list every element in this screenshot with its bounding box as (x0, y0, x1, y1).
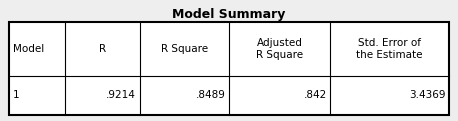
Text: Model: Model (13, 44, 44, 54)
Bar (9, 22, 449, 115)
Text: .8489: .8489 (196, 90, 225, 100)
Text: Adjusted
R Square: Adjusted R Square (256, 38, 303, 60)
Text: 1: 1 (13, 90, 19, 100)
Text: .842: .842 (304, 90, 327, 100)
Text: .9214: .9214 (106, 90, 136, 100)
Text: Model Summary: Model Summary (172, 8, 286, 21)
Text: R: R (98, 44, 106, 54)
Text: Std. Error of
the Estimate: Std. Error of the Estimate (356, 38, 423, 60)
Text: R Square: R Square (161, 44, 208, 54)
Text: 3.4369: 3.4369 (409, 90, 445, 100)
